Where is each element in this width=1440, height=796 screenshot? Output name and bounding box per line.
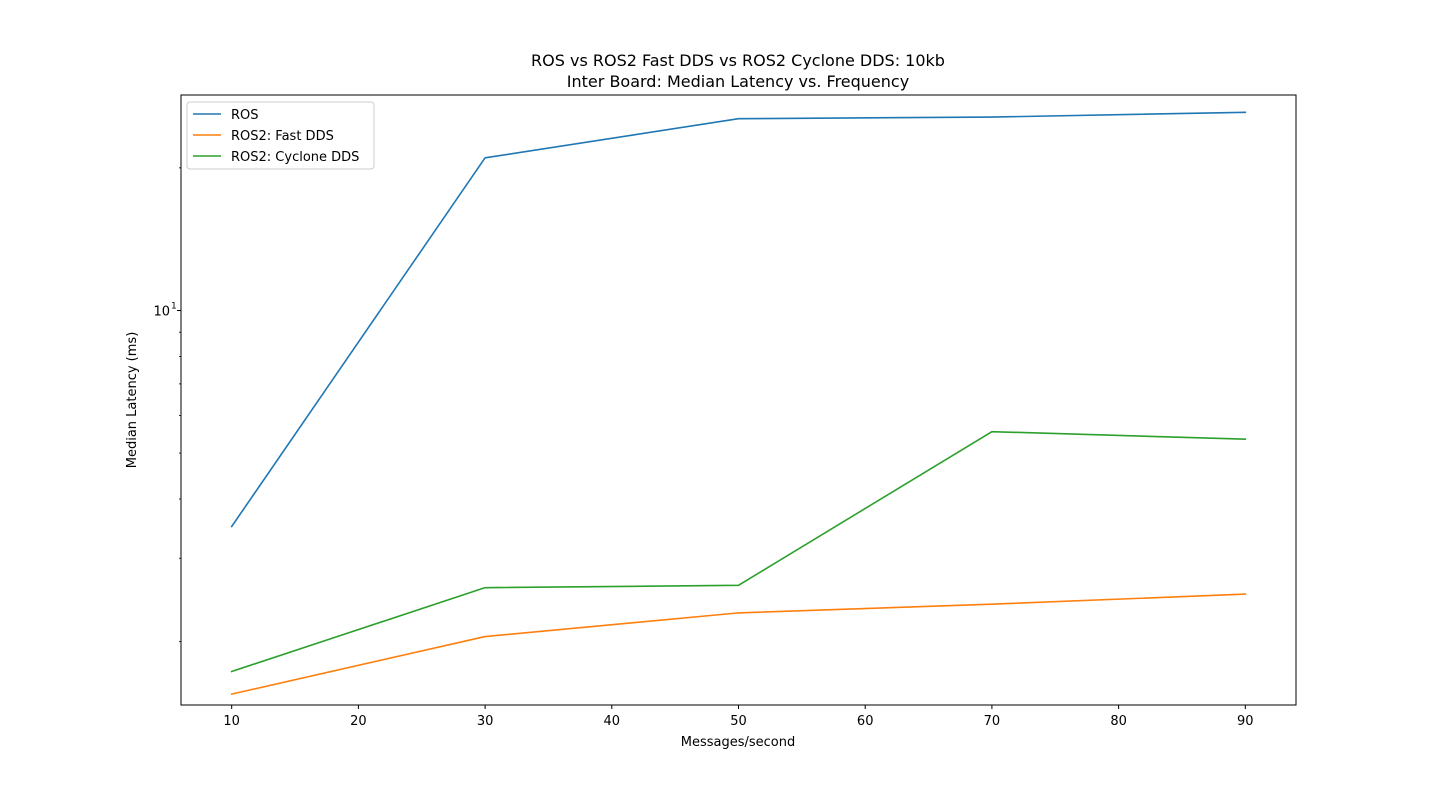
series-line-1 <box>230 111 1247 528</box>
chart-title: ROS vs ROS2 Fast DDS vs ROS2 Cyclone DDS… <box>531 51 945 70</box>
x-tick-label: 10 <box>223 714 240 729</box>
x-tick-label: 30 <box>477 714 494 729</box>
x-axis-label: Messages/second <box>681 735 796 750</box>
y-axis-ticks: 10 1 <box>153 167 181 643</box>
y-axis-label: Median Latency (ms) <box>125 332 140 469</box>
x-tick-label: 80 <box>1110 714 1127 729</box>
series-line-3 <box>230 430 1247 673</box>
x-tick-label: 40 <box>604 714 621 729</box>
legend-label-3: ROS2: Cyclone DDS <box>231 150 359 165</box>
x-tick-label: 90 <box>1237 714 1254 729</box>
x-tick-label: 20 <box>350 714 367 729</box>
series-line-2 <box>230 593 1247 696</box>
legend-box <box>186 101 375 170</box>
legend-label-2: ROS2: Fast DDS <box>231 129 334 144</box>
y-tick-exponent: 1 <box>171 301 177 311</box>
y-tick-label: 10 <box>153 304 170 319</box>
x-axis-ticks: 10 20 30 40 50 60 70 80 90 <box>223 705 1254 729</box>
x-tick-label: 70 <box>984 714 1001 729</box>
x-tick-label: 50 <box>730 714 747 729</box>
legend-label-1: ROS <box>231 108 259 123</box>
x-tick-label: 60 <box>857 714 874 729</box>
legend: ROS ROS2: Fast DDS ROS2: Cyclone DDS <box>186 101 375 170</box>
chart-subtitle: Inter Board: Median Latency vs. Frequenc… <box>567 72 909 91</box>
series-layer <box>230 111 1247 696</box>
